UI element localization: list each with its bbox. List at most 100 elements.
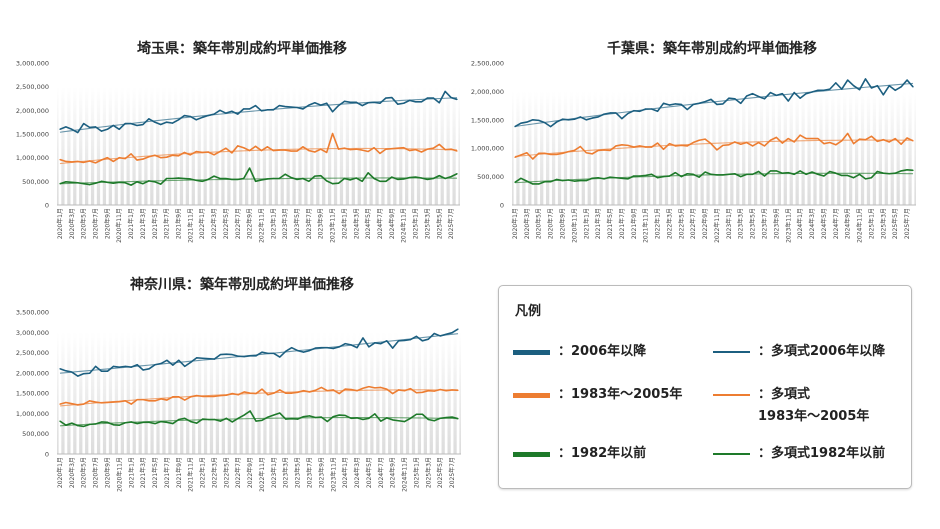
data-point <box>130 403 132 405</box>
data-point <box>864 139 867 141</box>
data-point <box>314 347 317 349</box>
data-point <box>154 121 156 123</box>
data-point <box>279 412 281 414</box>
x-tick-label: 2025年7月 <box>903 208 911 239</box>
data-point <box>615 177 617 179</box>
y-tick-label: 500,000 <box>477 173 504 181</box>
x-tick-label: 2024年11月 <box>856 208 864 243</box>
data-point <box>106 181 108 183</box>
data-point <box>409 99 411 101</box>
data-point <box>148 180 150 182</box>
data-point <box>757 170 760 173</box>
data-point <box>267 394 269 396</box>
data-point <box>320 386 322 389</box>
x-tick-label: 2021年3月 <box>139 457 147 488</box>
data-point <box>793 141 795 143</box>
data-point <box>166 359 168 361</box>
data-point <box>579 116 581 118</box>
data-point <box>297 391 299 393</box>
data-point <box>799 97 801 99</box>
data-point <box>344 343 346 345</box>
data-point <box>171 122 174 124</box>
data-point <box>285 418 287 420</box>
data-point <box>888 141 890 143</box>
data-point <box>544 181 546 183</box>
data-point <box>894 89 896 91</box>
x-tick-label: 2020年1月 <box>511 208 519 239</box>
data-point <box>645 174 647 177</box>
data-point <box>124 400 126 402</box>
data-point <box>633 175 635 177</box>
x-tick-label: 2024年9月 <box>389 457 397 488</box>
data-point <box>100 159 103 161</box>
x-tick-label: 2025年3月 <box>879 208 887 239</box>
data-point <box>746 95 748 97</box>
y-tick-label: 500,000 <box>22 178 49 186</box>
x-tick-label: 2023年11月 <box>784 208 792 243</box>
data-point <box>403 339 406 341</box>
y-tick-label: 2,500,000 <box>16 83 49 91</box>
data-point <box>391 96 393 99</box>
data-point <box>427 418 429 421</box>
data-point <box>296 150 298 152</box>
data-point <box>219 177 221 180</box>
y-tick-label: 2,000,000 <box>16 369 49 377</box>
x-tick-label: 2024年3月 <box>808 208 816 239</box>
data-point <box>142 158 144 160</box>
data-point <box>231 421 233 423</box>
data-point <box>243 414 245 416</box>
data-point <box>94 182 97 184</box>
x-tick-label: 2023年7月 <box>761 208 769 239</box>
x-tick-label: 2021年3月 <box>139 208 147 239</box>
data-point <box>740 143 742 145</box>
data-point <box>95 423 97 425</box>
data-point <box>243 147 245 149</box>
x-tick-label: 2024年9月 <box>388 208 396 239</box>
data-point <box>451 389 453 391</box>
data-point <box>332 416 334 418</box>
data-point <box>367 150 369 153</box>
data-point <box>267 416 269 418</box>
data-point <box>817 137 819 140</box>
data-point <box>331 183 334 185</box>
y-tick-label: 1,500,000 <box>16 390 49 398</box>
data-point <box>166 421 168 423</box>
x-tick-label: 2025年5月 <box>891 208 899 239</box>
data-point <box>201 395 204 397</box>
data-point <box>668 104 671 106</box>
data-point <box>716 174 718 176</box>
data-point <box>130 184 132 186</box>
data-point <box>900 143 902 145</box>
data-point <box>201 180 203 182</box>
data-point <box>297 418 299 420</box>
data-point <box>326 390 328 392</box>
legend-swatch <box>713 453 750 455</box>
data-point <box>367 172 369 174</box>
data-point <box>722 103 724 105</box>
x-tick-label: 2021年3月 <box>594 208 602 239</box>
data-point <box>112 124 114 127</box>
data-point <box>201 418 204 420</box>
data-point <box>88 126 91 128</box>
trendline-y1983_2005 <box>514 139 914 158</box>
data-point <box>337 182 340 184</box>
x-tick-label: 2022年1月 <box>654 208 662 239</box>
data-point <box>645 146 647 148</box>
data-point <box>237 178 239 181</box>
data-point <box>847 174 849 177</box>
data-point <box>118 181 120 183</box>
x-tick-label: 2020年9月 <box>103 208 111 239</box>
data-point <box>231 152 233 154</box>
data-point <box>243 391 245 393</box>
data-point <box>403 178 405 180</box>
data-point <box>603 178 605 180</box>
data-point <box>136 399 138 401</box>
data-point <box>142 369 144 371</box>
data-point <box>651 173 653 175</box>
data-point <box>261 351 263 353</box>
legend-item-trend-post2006: ：多項式2006年以降 <box>713 341 885 363</box>
data-point <box>296 106 298 109</box>
data-point <box>326 180 328 182</box>
data-point <box>403 147 405 149</box>
data-point <box>445 390 447 392</box>
